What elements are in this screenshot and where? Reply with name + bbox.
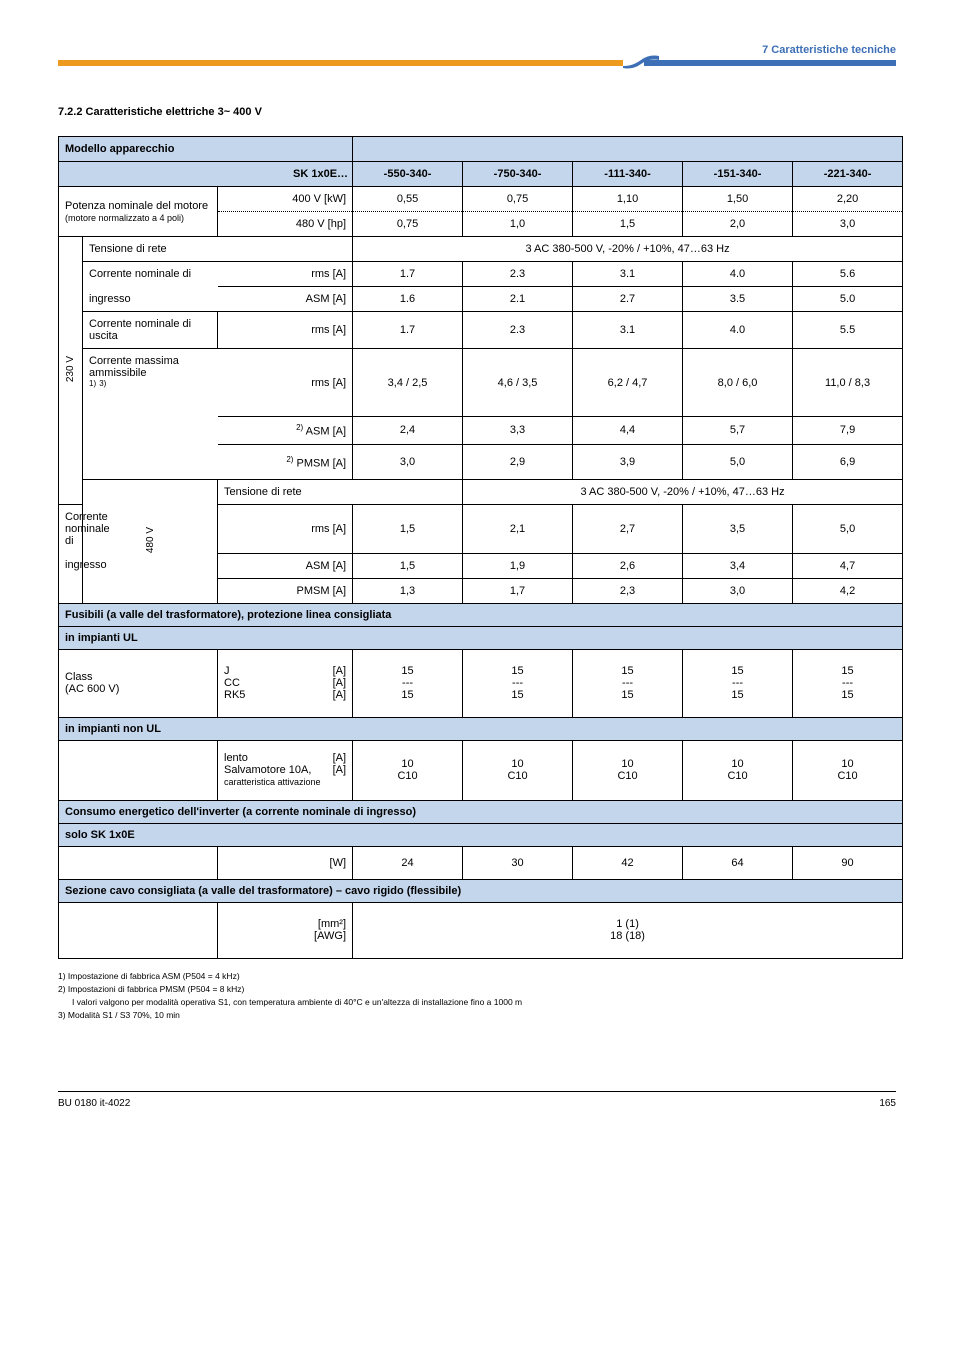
model-col: -750-340- — [463, 162, 573, 187]
model-header: Modello apparecchio — [59, 137, 353, 162]
section-title: 7 Caratteristiche tecniche — [750, 44, 896, 56]
blue-divider — [644, 60, 896, 66]
section-non-ul: in impianti non UL — [59, 717, 903, 740]
page-number: 165 — [879, 1098, 896, 1109]
section-ul: in impianti UL — [59, 626, 903, 649]
section-fuses: Fusibili (a valle del trasformatore), pr… — [59, 603, 903, 626]
model-col: -221-340- — [793, 162, 903, 187]
doc-id: BU 0180 it-4022 — [58, 1098, 130, 1109]
voltage-group-480: 480 V — [83, 480, 218, 604]
voltage-group-230: 230 V — [59, 237, 83, 505]
model-col: -151-340- — [683, 162, 793, 187]
page-footer: BU 0180 it-4022 165 — [58, 1091, 896, 1109]
spec-table: Modello apparecchio SK 1x0E… -550-340- -… — [58, 136, 903, 959]
orange-divider — [58, 60, 623, 66]
model-prefix: SK 1x0E… — [59, 162, 353, 187]
model-col: -550-340- — [353, 162, 463, 187]
section-sk1x0e-only: solo SK 1x0E — [59, 823, 903, 846]
power-label: Potenza nominale del motore (motore norm… — [59, 187, 218, 237]
section-cable: Sezione cavo consigliata (a valle del tr… — [59, 879, 903, 902]
subsection-title: 7.2.2 Caratteristiche elettriche 3~ 400 … — [58, 106, 896, 118]
footnotes: 1) Impostazione di fabbrica ASM (P504 = … — [58, 971, 896, 1021]
section-power-consumption: Consumo energetico dell'inverter (a corr… — [59, 800, 903, 823]
page-header: 7 Caratteristiche tecniche — [58, 50, 896, 88]
model-col: -111-340- — [573, 162, 683, 187]
